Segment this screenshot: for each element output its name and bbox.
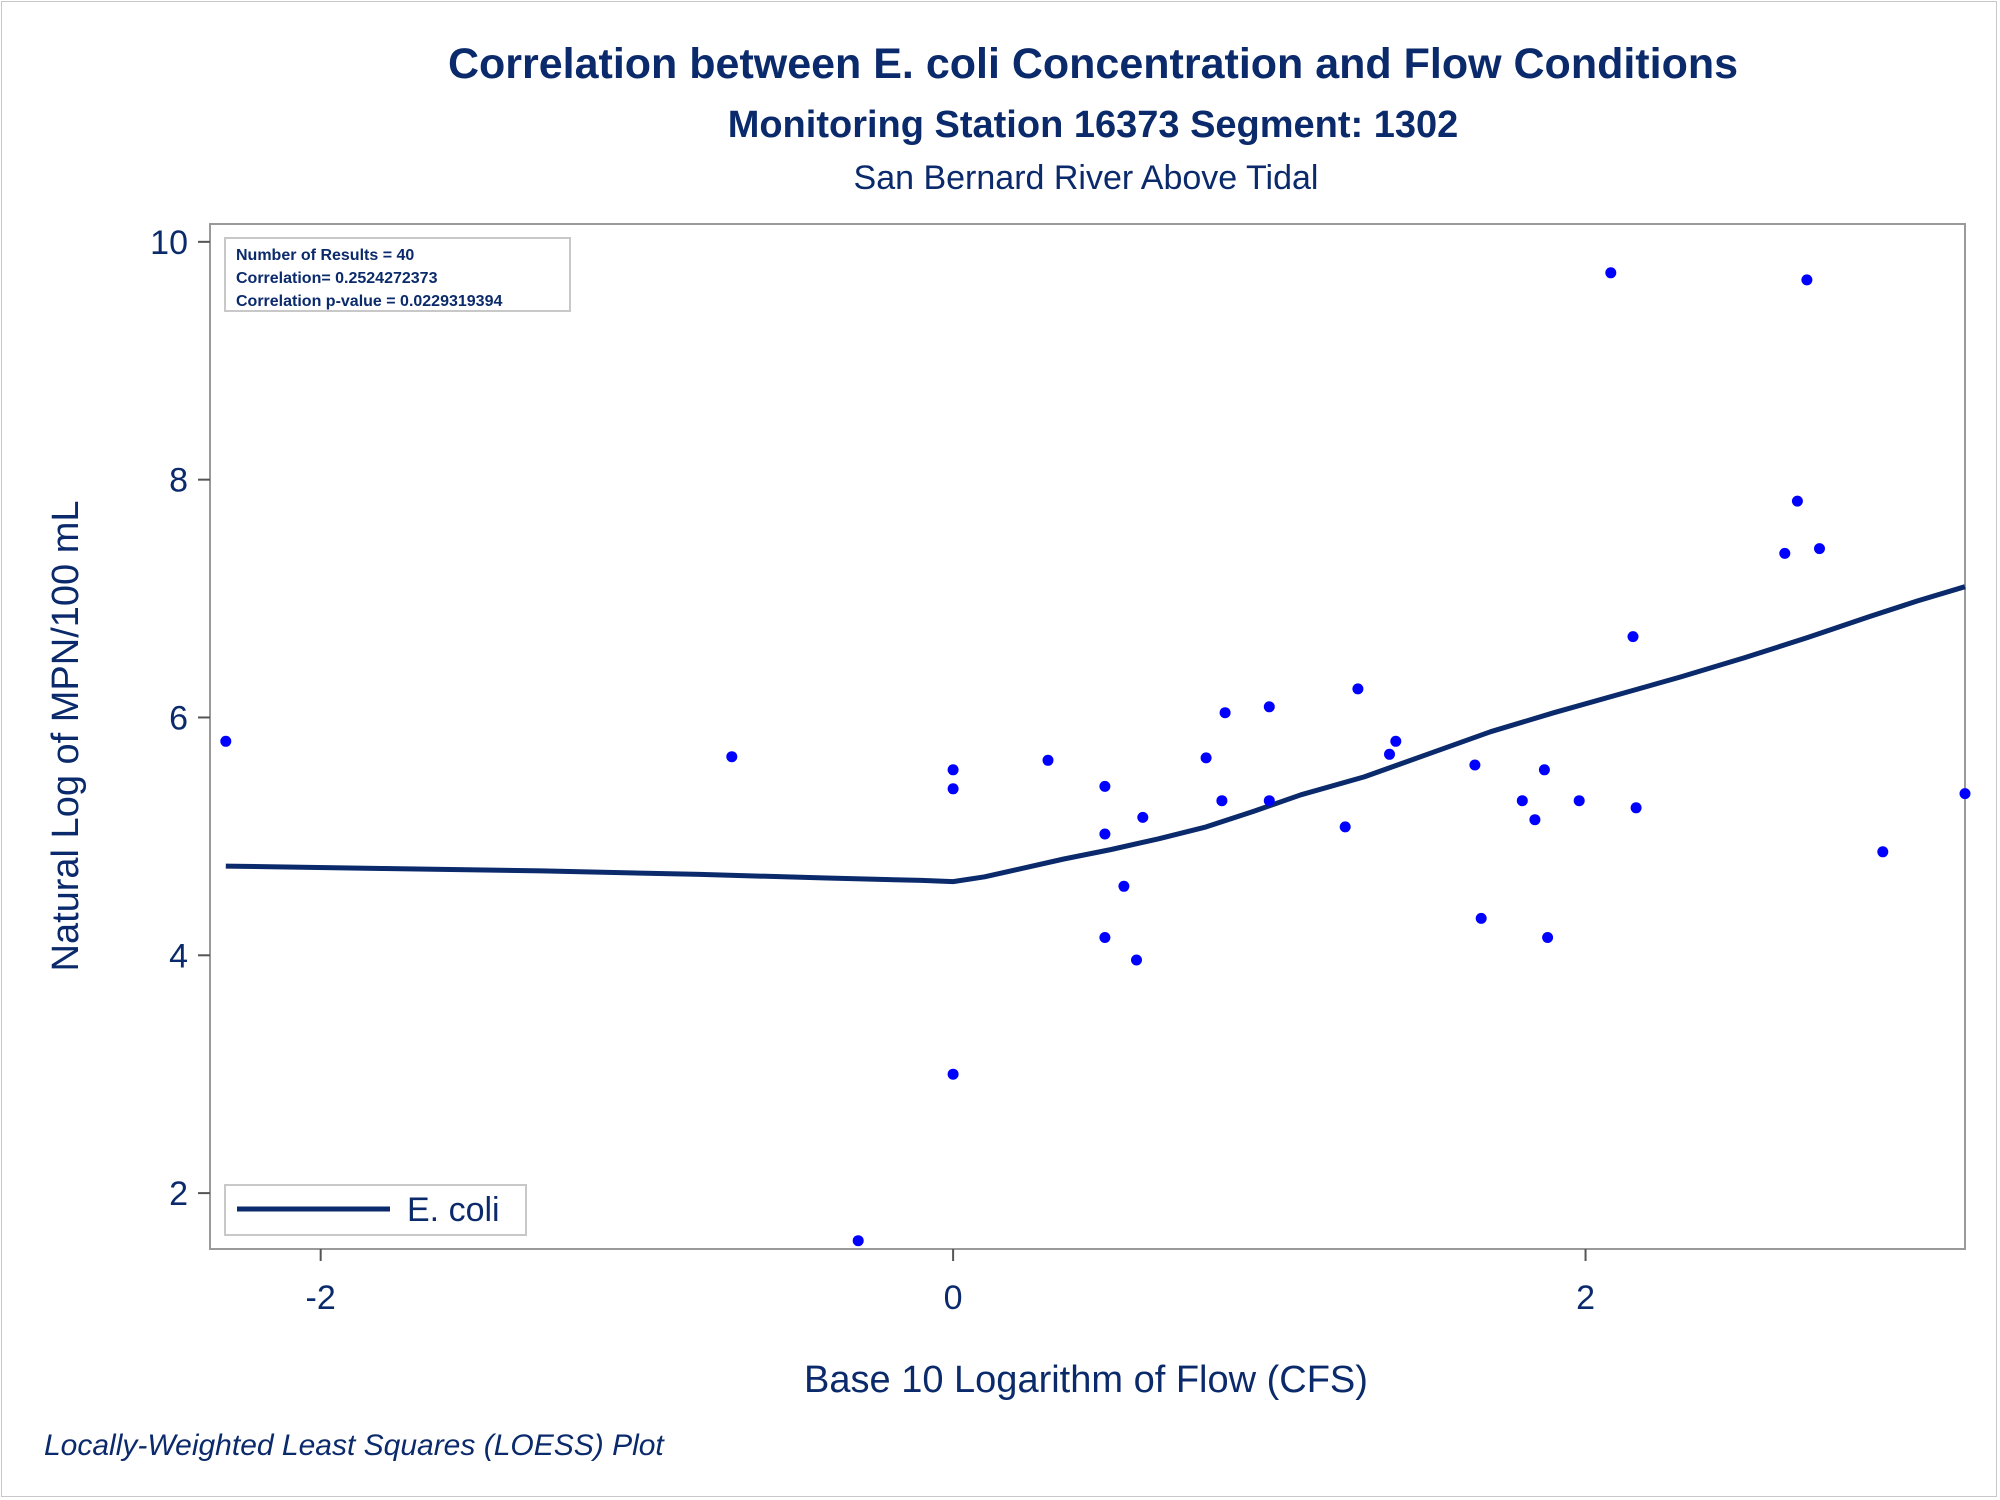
data-point bbox=[1814, 543, 1825, 555]
stats-number-of-results: Number of Results = 40 bbox=[236, 247, 414, 264]
legend-label: E. coli bbox=[407, 1191, 500, 1229]
data-point bbox=[1959, 788, 1971, 800]
x-tick-label: -2 bbox=[306, 1279, 336, 1317]
y-tick-label: 6 bbox=[169, 699, 188, 737]
data-point bbox=[1801, 274, 1813, 286]
data-point bbox=[1791, 495, 1803, 507]
data-point bbox=[1627, 631, 1639, 643]
data-point bbox=[1099, 828, 1111, 840]
data-point bbox=[1390, 735, 1402, 747]
data-point bbox=[1263, 795, 1275, 807]
stats-correlation: Correlation= 0.2524272373 bbox=[236, 270, 438, 287]
data-point bbox=[1216, 795, 1228, 807]
data-point bbox=[1573, 795, 1585, 807]
data-point bbox=[1529, 814, 1541, 826]
data-point bbox=[726, 751, 738, 763]
data-point bbox=[1263, 701, 1275, 713]
data-point bbox=[947, 1068, 959, 1080]
data-point bbox=[1219, 707, 1231, 719]
y-tick-label: 4 bbox=[169, 937, 188, 975]
data-point bbox=[1538, 764, 1550, 776]
y-tick-label: 2 bbox=[169, 1175, 188, 1213]
x-axis-label: Base 10 Logarithm of Flow (CFS) bbox=[804, 1359, 1368, 1401]
data-point bbox=[1877, 846, 1889, 858]
y-axis: 2 4 6 8 10 bbox=[150, 224, 210, 1213]
x-tick-label: 0 bbox=[944, 1279, 963, 1317]
chart-subtitle: Monitoring Station 16373 Segment: 1302 bbox=[728, 104, 1459, 146]
chart-title: Correlation between E. coli Concentratio… bbox=[448, 40, 1738, 88]
y-tick-label: 8 bbox=[169, 462, 188, 500]
x-axis: -2 0 2 bbox=[306, 1249, 1595, 1317]
stats-box-frame bbox=[224, 237, 571, 312]
data-point bbox=[1099, 932, 1111, 943]
data-point bbox=[852, 1235, 864, 1247]
y-tick-label: 10 bbox=[150, 224, 188, 262]
data-point bbox=[1131, 954, 1142, 966]
data-point bbox=[1475, 912, 1487, 924]
data-point bbox=[1339, 821, 1351, 833]
data-point bbox=[1630, 802, 1642, 814]
legend: E. coli bbox=[224, 1184, 527, 1236]
data-point bbox=[947, 764, 959, 776]
plot-area bbox=[209, 223, 1966, 1250]
data-point bbox=[1352, 683, 1364, 695]
data-point bbox=[1469, 759, 1481, 771]
data-point bbox=[1099, 780, 1111, 792]
data-point bbox=[1118, 880, 1130, 892]
footnote: Locally-Weighted Least Squares (LOESS) P… bbox=[44, 1429, 665, 1462]
scatter-points-layer bbox=[220, 267, 1971, 1247]
chart-subtitle-2: San Bernard River Above Tidal bbox=[854, 159, 1319, 197]
data-point bbox=[1042, 754, 1054, 766]
stats-box: Number of Results = 40 Correlation= 0.25… bbox=[224, 237, 571, 312]
data-point bbox=[1137, 811, 1149, 823]
data-point bbox=[220, 735, 232, 747]
data-point bbox=[1605, 267, 1617, 279]
loess-line bbox=[225, 584, 1966, 885]
data-point bbox=[1200, 752, 1212, 764]
stats-p-value: Correlation p-value = 0.0229319394 bbox=[236, 293, 502, 310]
data-point bbox=[1516, 795, 1528, 807]
x-tick-label: 2 bbox=[1576, 1279, 1595, 1317]
data-point bbox=[1542, 932, 1554, 943]
loess-line-layer bbox=[225, 584, 1966, 885]
y-axis-label: Natural Log of MPN/100 mL bbox=[45, 500, 87, 971]
data-point bbox=[1384, 748, 1395, 760]
data-point bbox=[1779, 547, 1791, 559]
data-point bbox=[947, 783, 959, 795]
